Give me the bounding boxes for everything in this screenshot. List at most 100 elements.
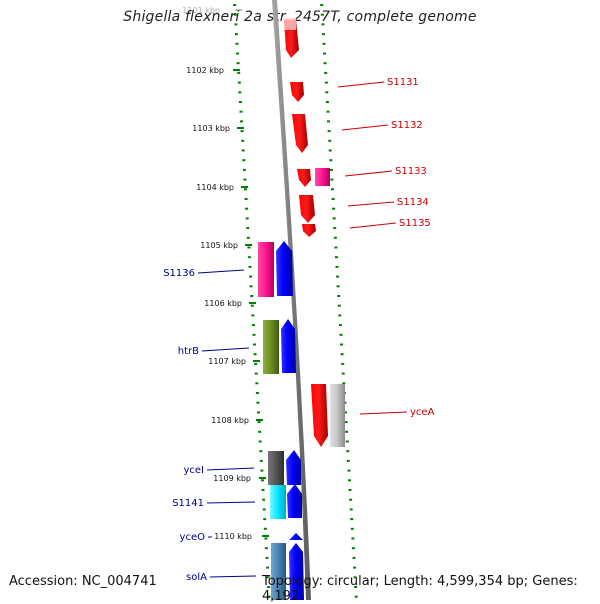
track-dot	[240, 120, 243, 123]
gene-feature-s1134[interactable]	[299, 195, 315, 223]
gene-feature-s1132[interactable]	[292, 114, 308, 153]
tick-mark	[249, 302, 256, 304]
gene-feature-ycei[interactable]	[268, 450, 301, 485]
tick-label: 1101 kbp	[182, 6, 220, 15]
track-dot	[320, 4, 324, 6]
track-dot	[341, 372, 345, 375]
track-dot	[257, 421, 261, 424]
track-dot	[338, 324, 342, 327]
gene-label-s1134[interactable]: S1134	[397, 197, 429, 208]
tick-1107: 1107 kbp	[208, 357, 260, 366]
genome-backbone	[272, 0, 311, 600]
track-dot	[354, 586, 358, 588]
track-dot	[347, 469, 351, 472]
track-dot	[334, 246, 338, 249]
accession-text: Accession: NC_004741	[9, 574, 157, 589]
track-dot	[348, 479, 351, 482]
right-strand-genes	[284, 18, 345, 447]
gene-feature-htrb[interactable]	[263, 319, 296, 374]
track-dot	[251, 314, 255, 317]
track-dot	[337, 295, 341, 297]
track-dot	[266, 566, 270, 569]
gene-label-s1133[interactable]: S1133	[395, 166, 427, 177]
gene-feature-s1136[interactable]	[258, 241, 293, 297]
track-dot	[327, 120, 330, 123]
gene-label-sola[interactable]: solA	[186, 572, 207, 583]
tick-mark	[241, 186, 248, 188]
track-dot	[329, 168, 333, 171]
track-dot	[245, 207, 249, 210]
tick-label: 1102 kbp	[186, 66, 224, 75]
gene-feature-ycea[interactable]	[311, 384, 345, 447]
track-dot	[254, 362, 258, 365]
gene-feature-top[interactable]	[284, 18, 299, 58]
track-dot	[334, 256, 338, 259]
gene-label-ycea[interactable]: yceA	[410, 407, 435, 418]
gene-feature-s1131[interactable]	[290, 82, 304, 102]
gene-label-s1132[interactable]: S1132	[391, 120, 423, 131]
tick-mark	[233, 69, 240, 71]
track-dot	[244, 188, 247, 191]
track-dot	[333, 236, 337, 239]
gene-label-s1141[interactable]: S1141	[172, 498, 204, 509]
track-dot	[344, 411, 347, 414]
track-dot	[249, 275, 253, 278]
track-dot	[329, 159, 333, 162]
track-dot	[245, 217, 249, 220]
tick-label: 1105 kbp	[200, 241, 238, 250]
track-dot	[253, 353, 257, 356]
track-dot	[339, 333, 343, 336]
track-dot	[349, 508, 353, 511]
track-dot	[325, 91, 329, 94]
gene-label-htrb[interactable]: htrB	[178, 346, 199, 357]
track-dot	[345, 430, 349, 433]
gene-label-yceo[interactable]: yceO	[180, 532, 206, 543]
track-dot	[255, 392, 259, 394]
track-dot	[325, 101, 329, 103]
tick-mark	[256, 419, 263, 421]
track-dot	[323, 52, 327, 55]
track-dot	[253, 343, 256, 346]
track-dot	[340, 353, 344, 356]
gene-feature-s1135[interactable]	[302, 224, 316, 237]
gene-feature-s1133[interactable]	[297, 168, 330, 187]
track-dot	[321, 23, 325, 26]
track-dot	[345, 440, 349, 443]
left-strand-genes	[258, 241, 304, 600]
track-dot	[237, 71, 241, 74]
track-dot	[251, 324, 255, 327]
track-dot	[335, 265, 339, 268]
track-dot	[267, 595, 271, 598]
gene-label-ycei[interactable]: yceI	[183, 465, 204, 476]
track-dot	[328, 139, 332, 142]
track-dot	[327, 130, 331, 133]
track-dot	[235, 42, 239, 45]
track-dot	[236, 62, 240, 65]
track-dot	[322, 42, 326, 45]
track-dot	[349, 498, 353, 501]
track-dot	[340, 343, 343, 346]
track-dot	[233, 13, 237, 16]
tick-1109: 1109 kbp	[213, 474, 266, 483]
right-gene-labels: S1131 S1132 S1133 S1134 S1135 yceA	[337, 77, 435, 418]
gene-label-s1135[interactable]: S1135	[399, 218, 431, 229]
left-dotted-track	[233, 4, 271, 598]
track-dot	[238, 101, 242, 103]
track-dot	[259, 459, 263, 462]
track-dot	[247, 246, 251, 249]
track-dot	[262, 498, 266, 501]
gene-label-s1136[interactable]: S1136	[163, 268, 195, 279]
track-dot	[331, 188, 334, 191]
track-dot	[261, 489, 265, 491]
gene-label-s1131[interactable]: S1131	[387, 77, 419, 88]
tick-1102: 1102 kbp	[186, 66, 240, 75]
gene-feature-s1141[interactable]	[270, 484, 302, 519]
gene-feature-sola[interactable]	[271, 543, 304, 600]
track-dot	[233, 4, 237, 6]
track-dot	[252, 333, 256, 336]
track-dot	[258, 440, 262, 443]
tick-1108: 1108 kbp	[211, 416, 263, 425]
track-dot	[265, 556, 269, 559]
gene-feature-yceo[interactable]	[289, 533, 303, 540]
